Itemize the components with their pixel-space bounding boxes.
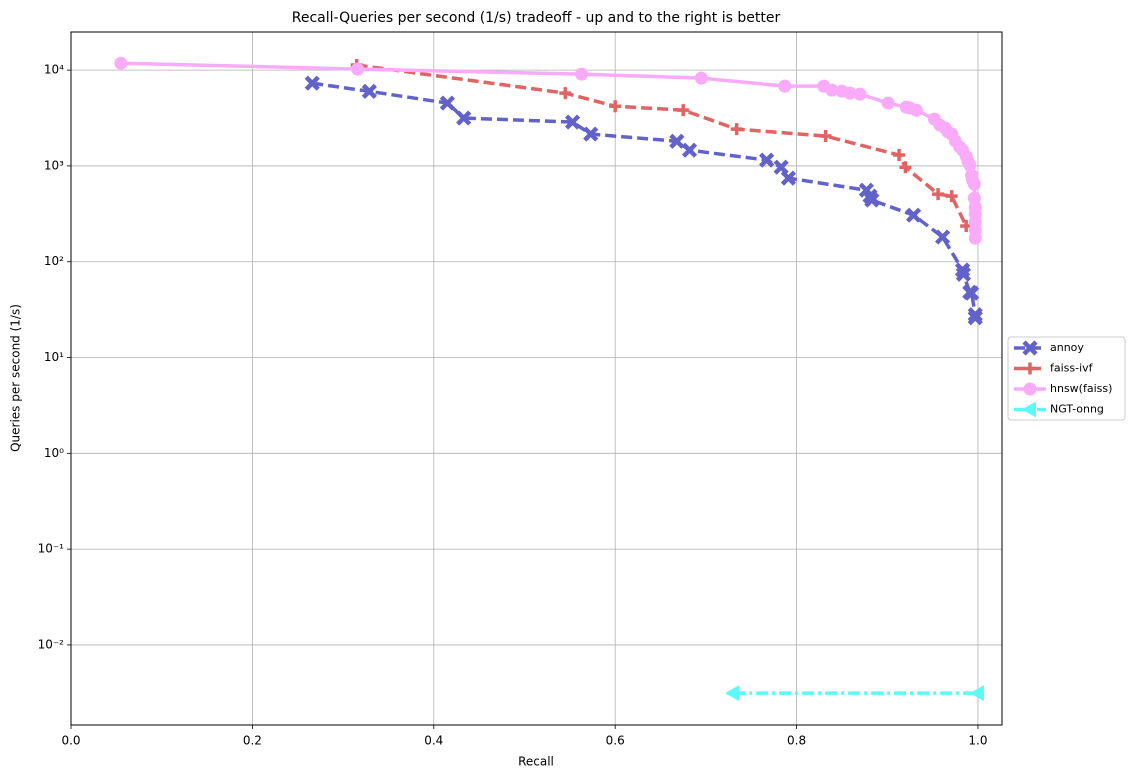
y-axis-label: Queries per second (1/s) bbox=[9, 304, 23, 452]
point bbox=[864, 192, 880, 208]
point bbox=[825, 83, 839, 97]
legend-label: NGT-onng bbox=[1050, 403, 1104, 416]
point bbox=[881, 96, 895, 110]
point bbox=[967, 177, 981, 191]
point bbox=[609, 100, 622, 113]
legend-marker bbox=[1022, 401, 1036, 418]
point bbox=[759, 152, 775, 168]
series-line bbox=[312, 81, 977, 318]
point bbox=[968, 231, 982, 245]
point bbox=[932, 188, 945, 201]
point bbox=[730, 123, 743, 136]
legend-label: faiss-ivf bbox=[1050, 362, 1094, 375]
chart-title: Recall-Queries per second (1/s) tradeoff… bbox=[292, 10, 781, 26]
point bbox=[843, 86, 857, 100]
point bbox=[945, 190, 958, 203]
point bbox=[725, 685, 740, 702]
x-tick-label: 0.0 bbox=[61, 734, 80, 748]
point bbox=[583, 126, 599, 142]
plot-frame bbox=[70, 31, 1003, 726]
point bbox=[681, 142, 698, 158]
point bbox=[967, 310, 983, 326]
point bbox=[351, 62, 365, 76]
point bbox=[819, 130, 832, 143]
point bbox=[304, 75, 320, 91]
point bbox=[935, 229, 951, 245]
point bbox=[564, 114, 581, 130]
x-tick-label: 0.4 bbox=[424, 734, 443, 748]
point bbox=[969, 685, 984, 702]
x-tick-label: 1.0 bbox=[968, 734, 987, 748]
y-tick-label: 10⁰ bbox=[44, 446, 64, 460]
point bbox=[964, 285, 980, 301]
legend-marker bbox=[1022, 340, 1038, 356]
point bbox=[955, 266, 972, 282]
x-tick-label: 0.6 bbox=[606, 734, 625, 748]
point bbox=[559, 87, 572, 100]
point bbox=[893, 149, 906, 162]
y-tick-label: 10³ bbox=[44, 158, 64, 172]
point bbox=[114, 56, 128, 70]
legend-box bbox=[1007, 336, 1126, 421]
x-tick-label: 0.2 bbox=[243, 734, 262, 748]
legend-label: hnsw(faiss) bbox=[1050, 382, 1112, 395]
point bbox=[780, 170, 797, 186]
y-tick-label: 10⁴ bbox=[44, 63, 64, 77]
point bbox=[853, 87, 867, 101]
point bbox=[773, 159, 789, 175]
point bbox=[909, 103, 923, 117]
y-tick-label: 10² bbox=[44, 254, 64, 268]
point bbox=[905, 207, 922, 223]
y-tick-label: 10⁻² bbox=[38, 637, 65, 651]
point bbox=[439, 95, 455, 111]
point bbox=[575, 67, 589, 81]
y-tick-label: 10¹ bbox=[44, 350, 64, 364]
point bbox=[778, 79, 792, 93]
point bbox=[694, 71, 708, 85]
legend-marker bbox=[1024, 362, 1036, 375]
x-tick-label: 0.8 bbox=[787, 734, 806, 748]
point bbox=[899, 161, 912, 174]
point bbox=[963, 158, 977, 172]
point bbox=[669, 133, 685, 149]
point bbox=[677, 104, 690, 117]
legend-marker bbox=[1023, 382, 1037, 396]
point bbox=[361, 83, 377, 99]
y-tick-label: 10⁻¹ bbox=[38, 542, 65, 556]
x-axis-label: Recall bbox=[518, 755, 554, 769]
point bbox=[456, 110, 472, 126]
legend-label: annoy bbox=[1050, 341, 1084, 354]
